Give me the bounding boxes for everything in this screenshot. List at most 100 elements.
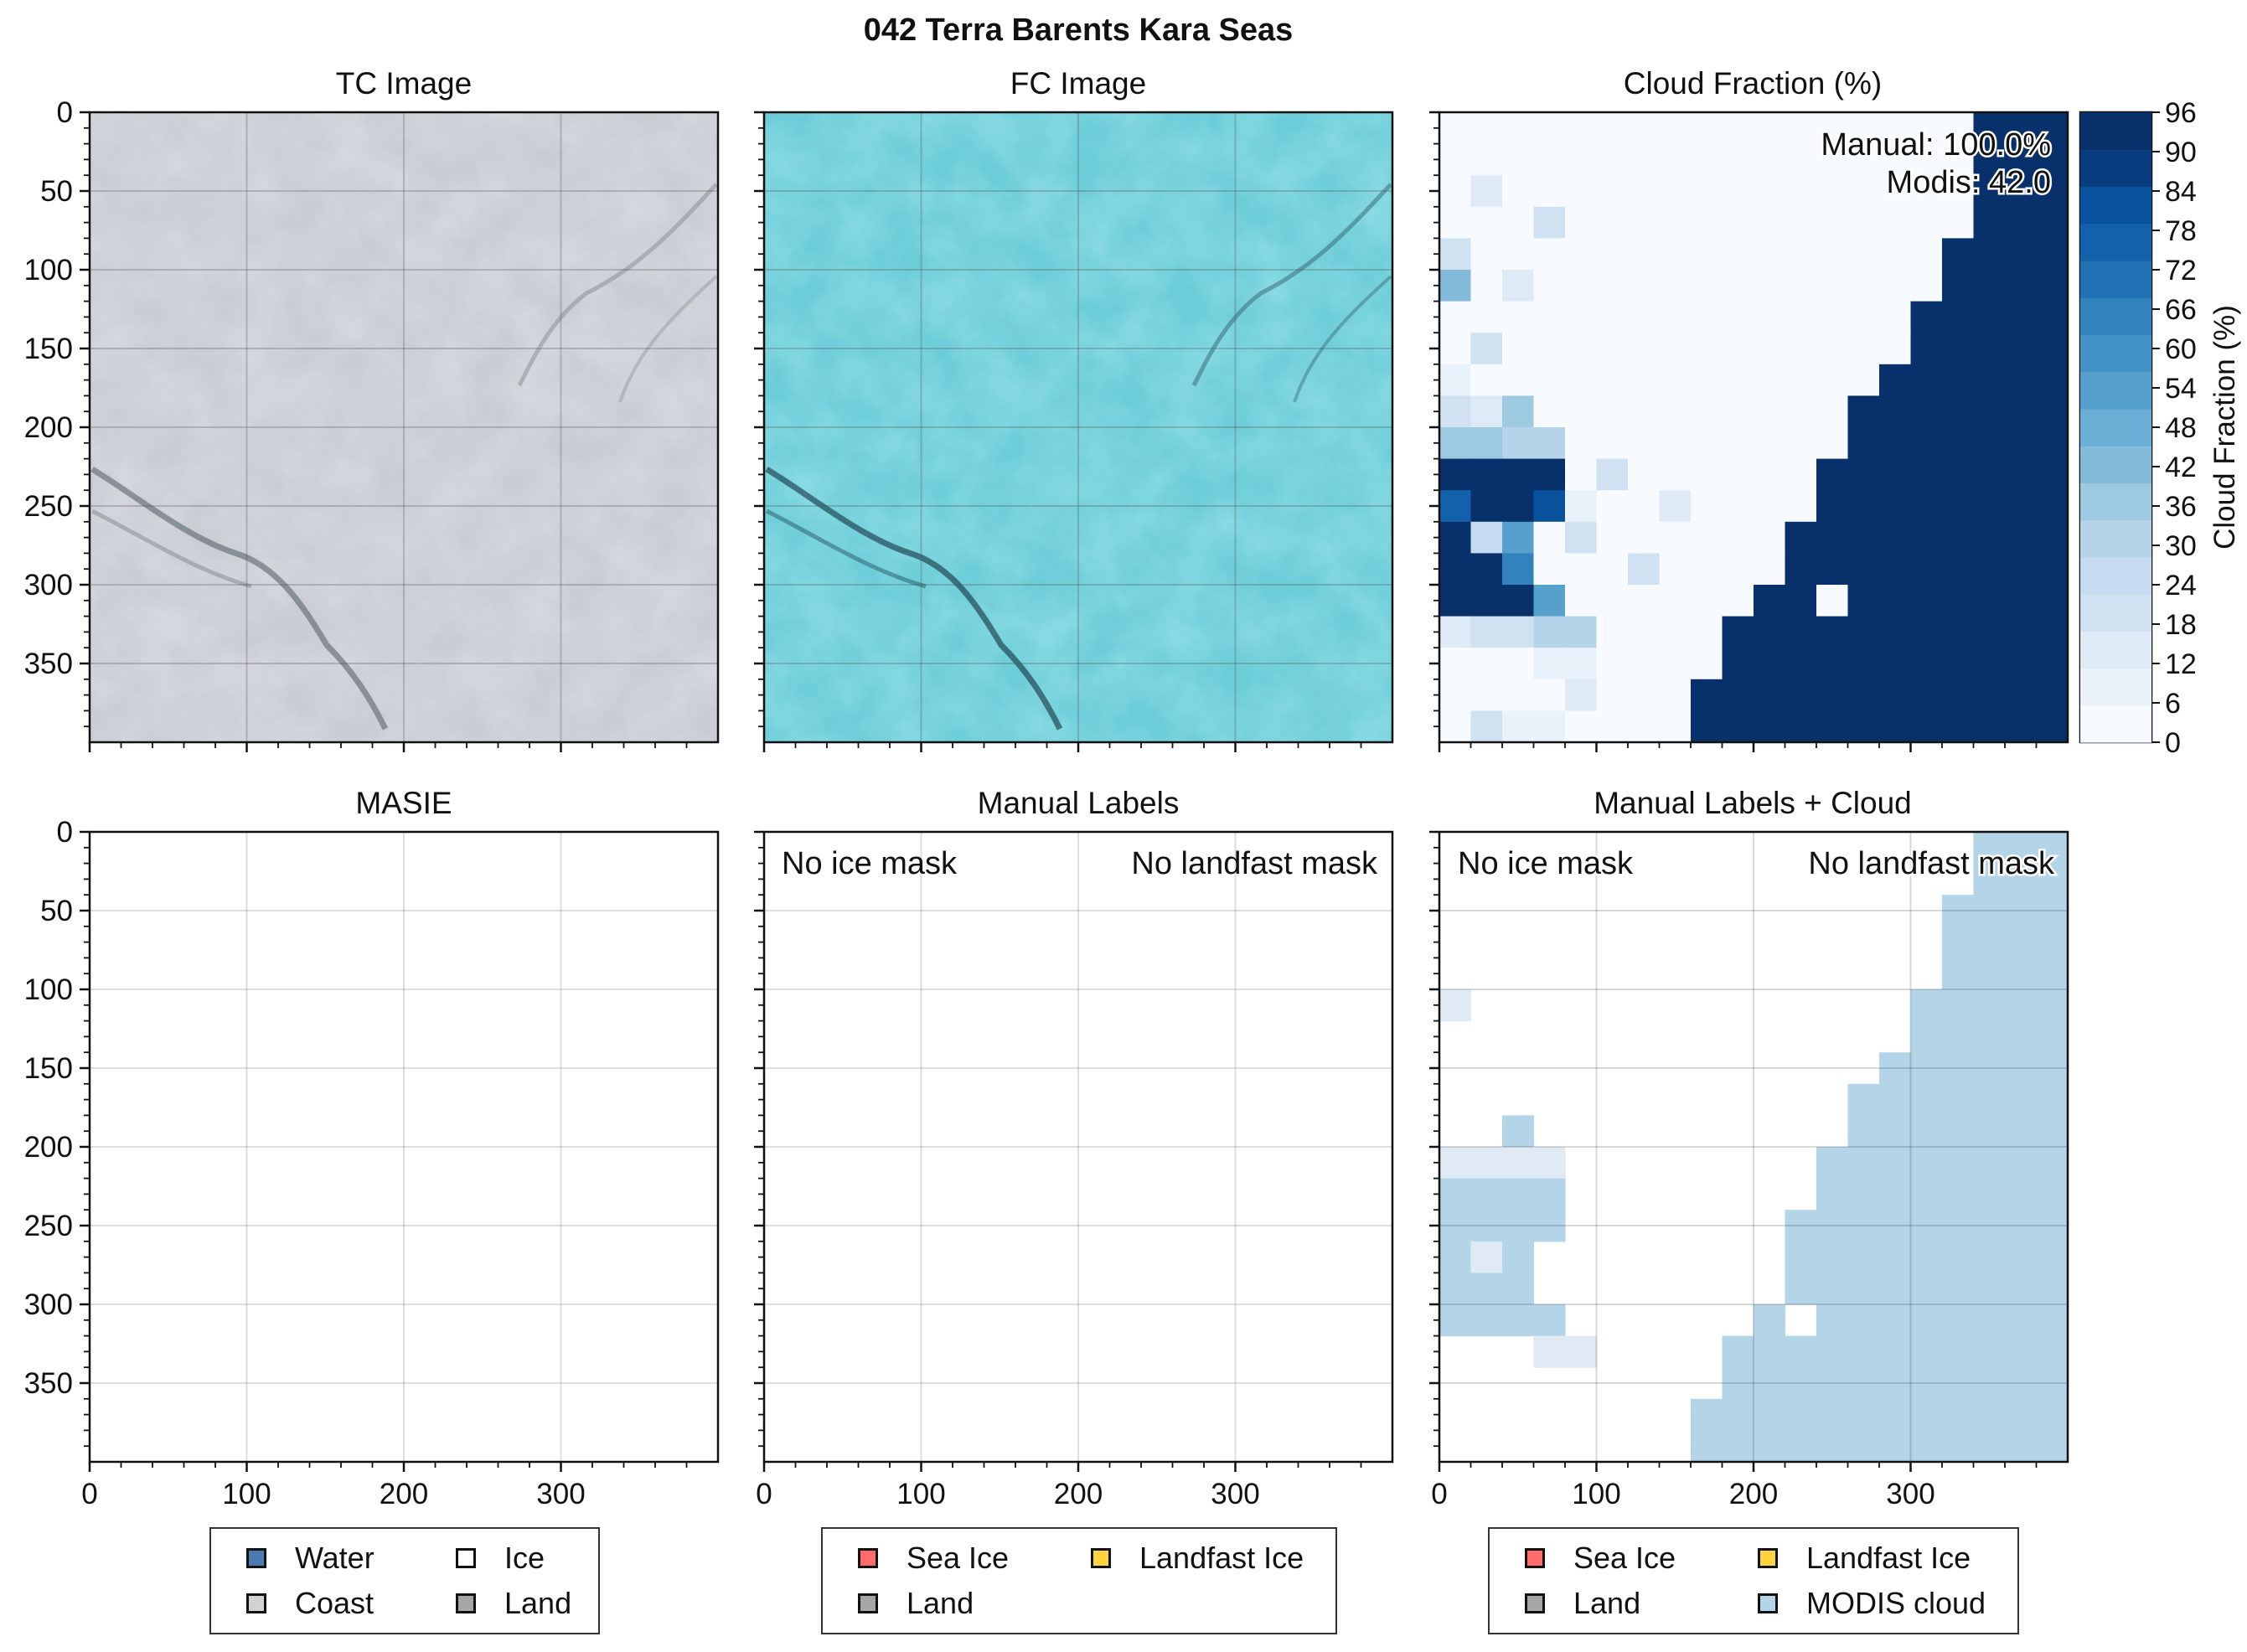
heatmap-cell	[1816, 395, 1849, 428]
heatmap-cell	[1565, 458, 1598, 491]
heatmap-cell	[1879, 175, 1912, 208]
heatmap-cell	[1879, 301, 1912, 333]
cloud-cell	[1942, 1273, 1975, 1305]
cloud-cell	[2036, 1273, 2069, 1305]
heatmap-cell	[1439, 648, 1472, 680]
heatmap-cell	[1470, 616, 1503, 648]
heatmap-cell	[1942, 143, 1975, 176]
heatmap-cell	[1847, 648, 1880, 680]
cloud-cell	[2036, 1147, 2069, 1180]
heatmap-cell	[1879, 112, 1912, 145]
heatmap-cell	[1596, 238, 1629, 271]
cloud-cell	[1973, 1147, 2006, 1180]
heatmap-cell	[1754, 364, 1786, 396]
cloud-cell	[1973, 863, 2006, 896]
heatmap-cell	[1470, 679, 1503, 711]
heatmap-cell	[1879, 333, 1912, 365]
heatmap-cell	[1502, 238, 1535, 271]
heatmap-cell	[1879, 521, 1912, 554]
heatmap-cell	[1596, 206, 1629, 239]
cloud-cell	[1847, 1335, 1880, 1368]
cloud-cell	[1973, 1178, 2006, 1211]
cloud-cell	[1502, 1147, 1535, 1180]
heatmap-cell	[1879, 616, 1912, 648]
cloud-cell	[1785, 1335, 1817, 1368]
cloud-cell	[2036, 895, 2069, 927]
heatmap-cell	[1565, 112, 1598, 145]
heatmap-cell	[1659, 458, 1692, 491]
heatmap-cell	[1533, 585, 1566, 617]
cloud-cell	[2036, 1178, 2069, 1211]
heatmap-cell	[1596, 364, 1629, 396]
legend-item-land: Land	[456, 1586, 571, 1621]
heatmap-cell	[2036, 427, 2069, 460]
heatmap-cell	[1722, 175, 1754, 208]
heatmap-cell	[2036, 270, 2069, 302]
sea-ice-swatch	[858, 1548, 878, 1568]
heatmap-cell	[2005, 679, 2038, 711]
heatmap-cell	[1879, 364, 1912, 396]
x-tick-label: 100	[896, 1478, 945, 1510]
heatmap-cell	[1502, 679, 1535, 711]
heatmap-cell	[1754, 679, 1786, 711]
heatmap-cell	[1816, 427, 1849, 460]
cloud-cell	[1533, 1147, 1566, 1180]
heatmap-cell	[1596, 270, 1629, 302]
colorbar-tick-label: 90	[2165, 137, 2197, 168]
cloud-cell	[2005, 895, 2038, 927]
heatmap-cell	[1470, 648, 1503, 680]
heatmap-cell	[1439, 112, 1472, 145]
heatmap-cell	[1659, 175, 1692, 208]
cloud-cell	[1942, 1430, 1975, 1463]
heatmap-cell	[1754, 616, 1786, 648]
colorbar-tick-label: 0	[2165, 727, 2181, 759]
heatmap-cell	[1879, 238, 1912, 271]
cloud-cell	[1470, 1241, 1503, 1273]
tc-title: TC Image	[336, 66, 472, 101]
heatmap-cell	[1942, 490, 1975, 523]
heatmap-cell	[1439, 270, 1472, 302]
heatmap-cell	[1816, 679, 1849, 711]
heatmap-cell	[1754, 648, 1786, 680]
heatmap-cell	[1659, 333, 1692, 365]
heatmap-cell	[1533, 395, 1566, 428]
heatmap-cell	[1691, 679, 1723, 711]
manual-cloud-title: Manual Labels + Cloud	[1594, 786, 1912, 820]
heatmap-cell	[1973, 616, 2006, 648]
heatmap-cell	[1754, 333, 1786, 365]
heatmap-cell	[1596, 648, 1629, 680]
heatmap-cell	[1628, 553, 1661, 586]
heatmap-cell	[1816, 710, 1849, 743]
heatmap-cell	[1470, 238, 1503, 271]
heatmap-cell	[1722, 458, 1754, 491]
heatmap-cell	[1816, 238, 1849, 271]
cloud-annotation-manual: Manual: 100.0%	[1821, 127, 2051, 163]
heatmap-cell	[1879, 143, 1912, 176]
heatmap-cell	[1533, 616, 1566, 648]
heatmap-cell	[1502, 648, 1535, 680]
heatmap-cell	[1439, 521, 1472, 554]
colorbar-segment	[2080, 631, 2151, 669]
cloud-cell	[1973, 1115, 2006, 1148]
heatmap-cell	[1470, 585, 1503, 617]
heatmap-cell	[2036, 238, 2069, 271]
heatmap-cell	[1816, 206, 1849, 239]
heatmap-cell	[2036, 175, 2069, 208]
cloud-cell	[1816, 1273, 1849, 1305]
cloud-cell	[1879, 1178, 1912, 1211]
heatmap-cell	[1847, 521, 1880, 554]
heatmap-cell	[1659, 238, 1692, 271]
heatmap-cell	[1470, 458, 1503, 491]
cloud-cell	[2036, 832, 2069, 865]
heatmap-cell	[1596, 553, 1629, 586]
heatmap-cell	[2036, 364, 2069, 396]
heatmap-cell	[2036, 206, 2069, 239]
heatmap-cell	[1973, 648, 2006, 680]
heatmap-cell	[1659, 143, 1692, 176]
heatmap-cell	[2036, 301, 2069, 333]
colorbar-segment	[2080, 594, 2151, 632]
heatmap-cell	[1502, 458, 1535, 491]
legend-label: Sea Ice	[1573, 1541, 1676, 1575]
heatmap-cell	[1785, 616, 1817, 648]
heatmap-cell	[1785, 710, 1817, 743]
